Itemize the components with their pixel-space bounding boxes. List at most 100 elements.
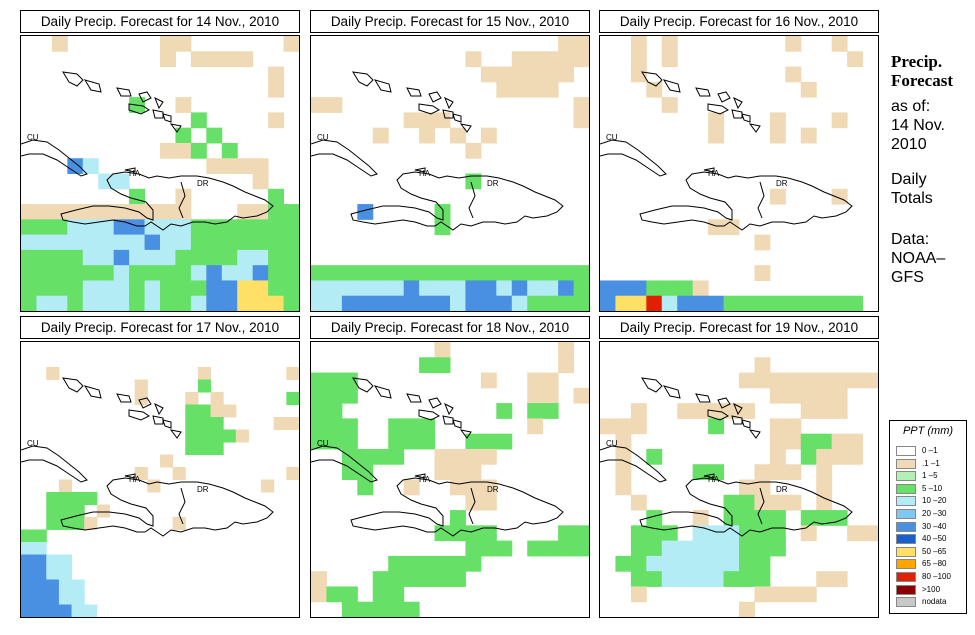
precip-cell xyxy=(372,571,389,587)
precip-cell xyxy=(21,554,35,568)
precip-cell xyxy=(160,36,176,52)
legend-item: 5 –10 xyxy=(896,483,966,495)
precip-cell xyxy=(33,567,47,580)
precip-cell xyxy=(46,554,60,568)
precip-cell xyxy=(465,295,482,311)
precip-cell xyxy=(754,479,771,496)
precip-cell xyxy=(785,433,802,450)
precip-cell xyxy=(419,127,436,144)
precip-cell xyxy=(134,392,148,405)
precip-cell xyxy=(144,234,161,251)
cuba-coastline xyxy=(311,445,378,483)
precip-cell xyxy=(558,525,575,542)
precip-cell xyxy=(21,542,35,555)
precip-cell xyxy=(372,448,389,465)
precip-cell xyxy=(615,464,632,480)
precip-cell xyxy=(326,295,343,311)
precip-cell xyxy=(769,418,786,435)
precip-cell xyxy=(388,418,405,435)
precip-cell xyxy=(480,525,497,542)
precip-cell xyxy=(175,280,192,297)
precip-cell xyxy=(341,601,358,617)
precip-cell xyxy=(847,448,864,465)
precip-cell xyxy=(33,542,47,555)
precip-cell xyxy=(600,418,616,435)
precip-cell xyxy=(160,51,176,68)
precip-cell xyxy=(51,265,68,281)
precip-cell xyxy=(113,280,130,297)
precip-cell xyxy=(708,555,725,572)
precip-cell xyxy=(51,249,68,266)
precip-cell xyxy=(831,433,848,450)
precip-cell xyxy=(769,586,786,603)
precip-cell xyxy=(480,280,497,297)
precip-cell xyxy=(527,540,544,557)
island-outline xyxy=(154,402,164,416)
precip-cell xyxy=(372,265,389,281)
precip-cell xyxy=(615,479,632,496)
forecast-panel-nov14: Daily Precip. Forecast for 14 Nov., 2010… xyxy=(20,10,300,312)
precip-cell xyxy=(98,295,115,311)
precip-cell xyxy=(197,429,212,443)
precip-cell xyxy=(235,429,249,443)
precip-cell xyxy=(221,219,238,236)
precip-cell xyxy=(237,204,254,220)
precip-cell xyxy=(496,81,513,98)
precip-cell xyxy=(661,295,678,311)
precip-map: CU HA DR xyxy=(20,341,300,618)
legend-swatch xyxy=(896,572,916,582)
precip-cell xyxy=(816,571,833,587)
island-outline xyxy=(352,71,374,87)
precip-cell xyxy=(511,280,528,297)
precip-cell xyxy=(286,367,299,380)
island-outline xyxy=(373,79,392,93)
precip-cell xyxy=(542,51,559,68)
precip-cell xyxy=(206,249,223,266)
border-line xyxy=(178,181,186,219)
precip-cell xyxy=(190,51,207,68)
precip-cell xyxy=(739,540,755,557)
island-outline xyxy=(169,123,182,133)
precip-cell xyxy=(754,265,771,281)
forecast-panel-nov19: Daily Precip. Forecast for 19 Nov., 2010… xyxy=(599,316,879,618)
precip-cell xyxy=(630,295,647,311)
precip-cell xyxy=(221,280,238,297)
island-outline xyxy=(124,473,136,479)
legend-label: 30 –40 xyxy=(922,521,947,531)
precip-cell xyxy=(434,448,451,465)
precip-cell xyxy=(21,579,35,593)
precip-cell xyxy=(465,540,482,557)
precip-cell xyxy=(51,295,68,311)
precip-cell xyxy=(67,234,84,251)
precip-cell xyxy=(542,265,559,281)
precip-cell xyxy=(357,204,374,220)
island-outline xyxy=(83,79,102,93)
label-dominican-republic: DR xyxy=(197,179,209,188)
precip-cell xyxy=(252,265,269,281)
island-outline xyxy=(442,415,454,425)
precip-cell xyxy=(723,295,740,311)
label-dominican-republic: DR xyxy=(776,179,788,188)
island-outline xyxy=(116,393,132,403)
legend-item: 0 –1 xyxy=(896,445,966,457)
legend-swatch xyxy=(896,521,916,532)
precip-cell xyxy=(708,464,725,480)
label-dominican-republic: DR xyxy=(776,485,788,494)
precip-cell xyxy=(21,295,37,311)
precip-cell xyxy=(511,66,528,83)
precip-cell xyxy=(800,510,817,526)
precip-cell xyxy=(754,525,771,542)
precip-cell xyxy=(58,604,73,617)
precip-cell xyxy=(82,265,99,281)
precip-cell xyxy=(46,604,60,617)
precip-cell xyxy=(434,342,451,358)
precip-cell xyxy=(71,517,85,530)
precip-cell xyxy=(816,372,833,389)
cuba-coastline xyxy=(21,139,88,177)
precip-cell xyxy=(268,188,285,205)
precip-cell xyxy=(144,280,161,297)
precip-cell xyxy=(71,592,85,605)
precip-cell xyxy=(677,571,694,587)
precip-cell xyxy=(723,555,740,572)
precip-cell xyxy=(558,342,575,358)
